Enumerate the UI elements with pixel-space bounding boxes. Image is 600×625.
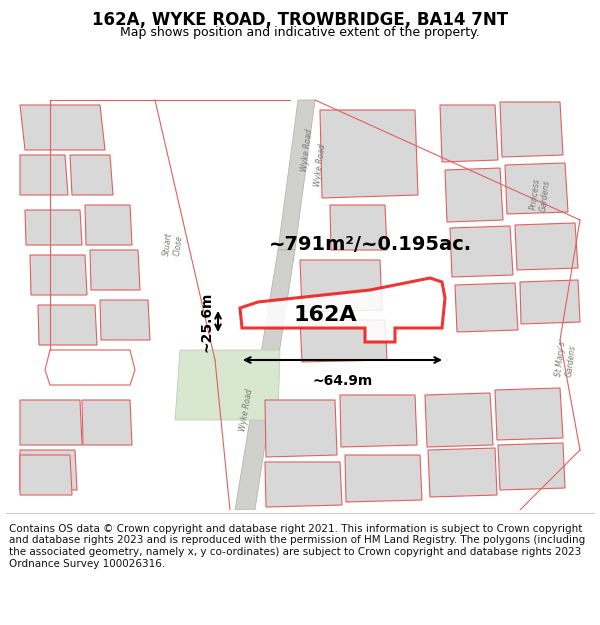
Text: Stuart
Close: Stuart Close (162, 232, 184, 258)
Polygon shape (320, 110, 418, 198)
Polygon shape (90, 250, 140, 290)
Polygon shape (515, 223, 578, 270)
Polygon shape (445, 168, 503, 222)
Polygon shape (495, 388, 563, 440)
Polygon shape (425, 393, 493, 447)
Text: Wyke Road: Wyke Road (300, 128, 314, 172)
Polygon shape (278, 100, 315, 250)
Text: 162A, WYKE ROAD, TROWBRIDGE, BA14 7NT: 162A, WYKE ROAD, TROWBRIDGE, BA14 7NT (92, 11, 508, 29)
Text: Princess
Gardens: Princess Gardens (529, 178, 551, 212)
Polygon shape (498, 443, 565, 490)
Polygon shape (330, 205, 387, 250)
Polygon shape (30, 255, 87, 295)
Polygon shape (175, 350, 280, 420)
Polygon shape (505, 163, 568, 214)
Text: Wyke Road: Wyke Road (238, 388, 254, 432)
Polygon shape (20, 155, 68, 195)
Text: Wyke Road: Wyke Road (313, 143, 327, 187)
Polygon shape (428, 448, 497, 497)
Polygon shape (20, 455, 72, 495)
Polygon shape (455, 283, 518, 332)
Polygon shape (20, 400, 82, 445)
Polygon shape (265, 400, 337, 457)
Polygon shape (450, 226, 513, 277)
Polygon shape (340, 395, 417, 447)
Polygon shape (25, 210, 82, 245)
Polygon shape (235, 250, 295, 510)
Text: Map shows position and indicative extent of the property.: Map shows position and indicative extent… (120, 26, 480, 39)
Text: Contains OS data © Crown copyright and database right 2021. This information is : Contains OS data © Crown copyright and d… (9, 524, 585, 569)
Polygon shape (45, 350, 135, 385)
Polygon shape (500, 102, 563, 157)
Polygon shape (520, 280, 580, 324)
Polygon shape (20, 105, 105, 150)
Polygon shape (265, 462, 342, 507)
Text: St Mary's
Gardens: St Mary's Gardens (554, 341, 578, 379)
Polygon shape (20, 450, 77, 490)
Polygon shape (345, 455, 422, 502)
Text: 162A: 162A (293, 305, 357, 325)
Polygon shape (82, 400, 132, 445)
Polygon shape (100, 300, 150, 340)
Polygon shape (300, 260, 382, 312)
Text: ~64.9m: ~64.9m (313, 374, 373, 388)
Polygon shape (440, 105, 498, 162)
Polygon shape (70, 155, 113, 195)
Polygon shape (240, 278, 445, 342)
Polygon shape (85, 205, 132, 245)
Text: ~791m²/~0.195ac.: ~791m²/~0.195ac. (268, 236, 472, 254)
Polygon shape (300, 320, 387, 362)
Polygon shape (38, 305, 97, 345)
Text: ~25.6m: ~25.6m (200, 291, 214, 352)
